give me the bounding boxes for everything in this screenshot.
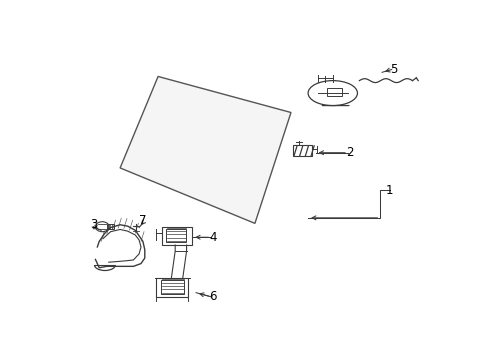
Bar: [107, 224, 114, 229]
Bar: [327, 87, 342, 96]
Text: 2: 2: [346, 146, 354, 159]
Text: 7: 7: [139, 214, 147, 227]
Bar: [161, 280, 184, 293]
Text: 1: 1: [386, 184, 393, 197]
Text: 5: 5: [390, 63, 397, 76]
Bar: [167, 229, 186, 242]
Bar: [293, 145, 312, 156]
Bar: [162, 227, 192, 245]
Text: 6: 6: [209, 290, 217, 303]
Bar: [156, 278, 189, 297]
Text: 3: 3: [90, 218, 97, 231]
Text: 4: 4: [209, 231, 217, 244]
Polygon shape: [120, 76, 291, 223]
